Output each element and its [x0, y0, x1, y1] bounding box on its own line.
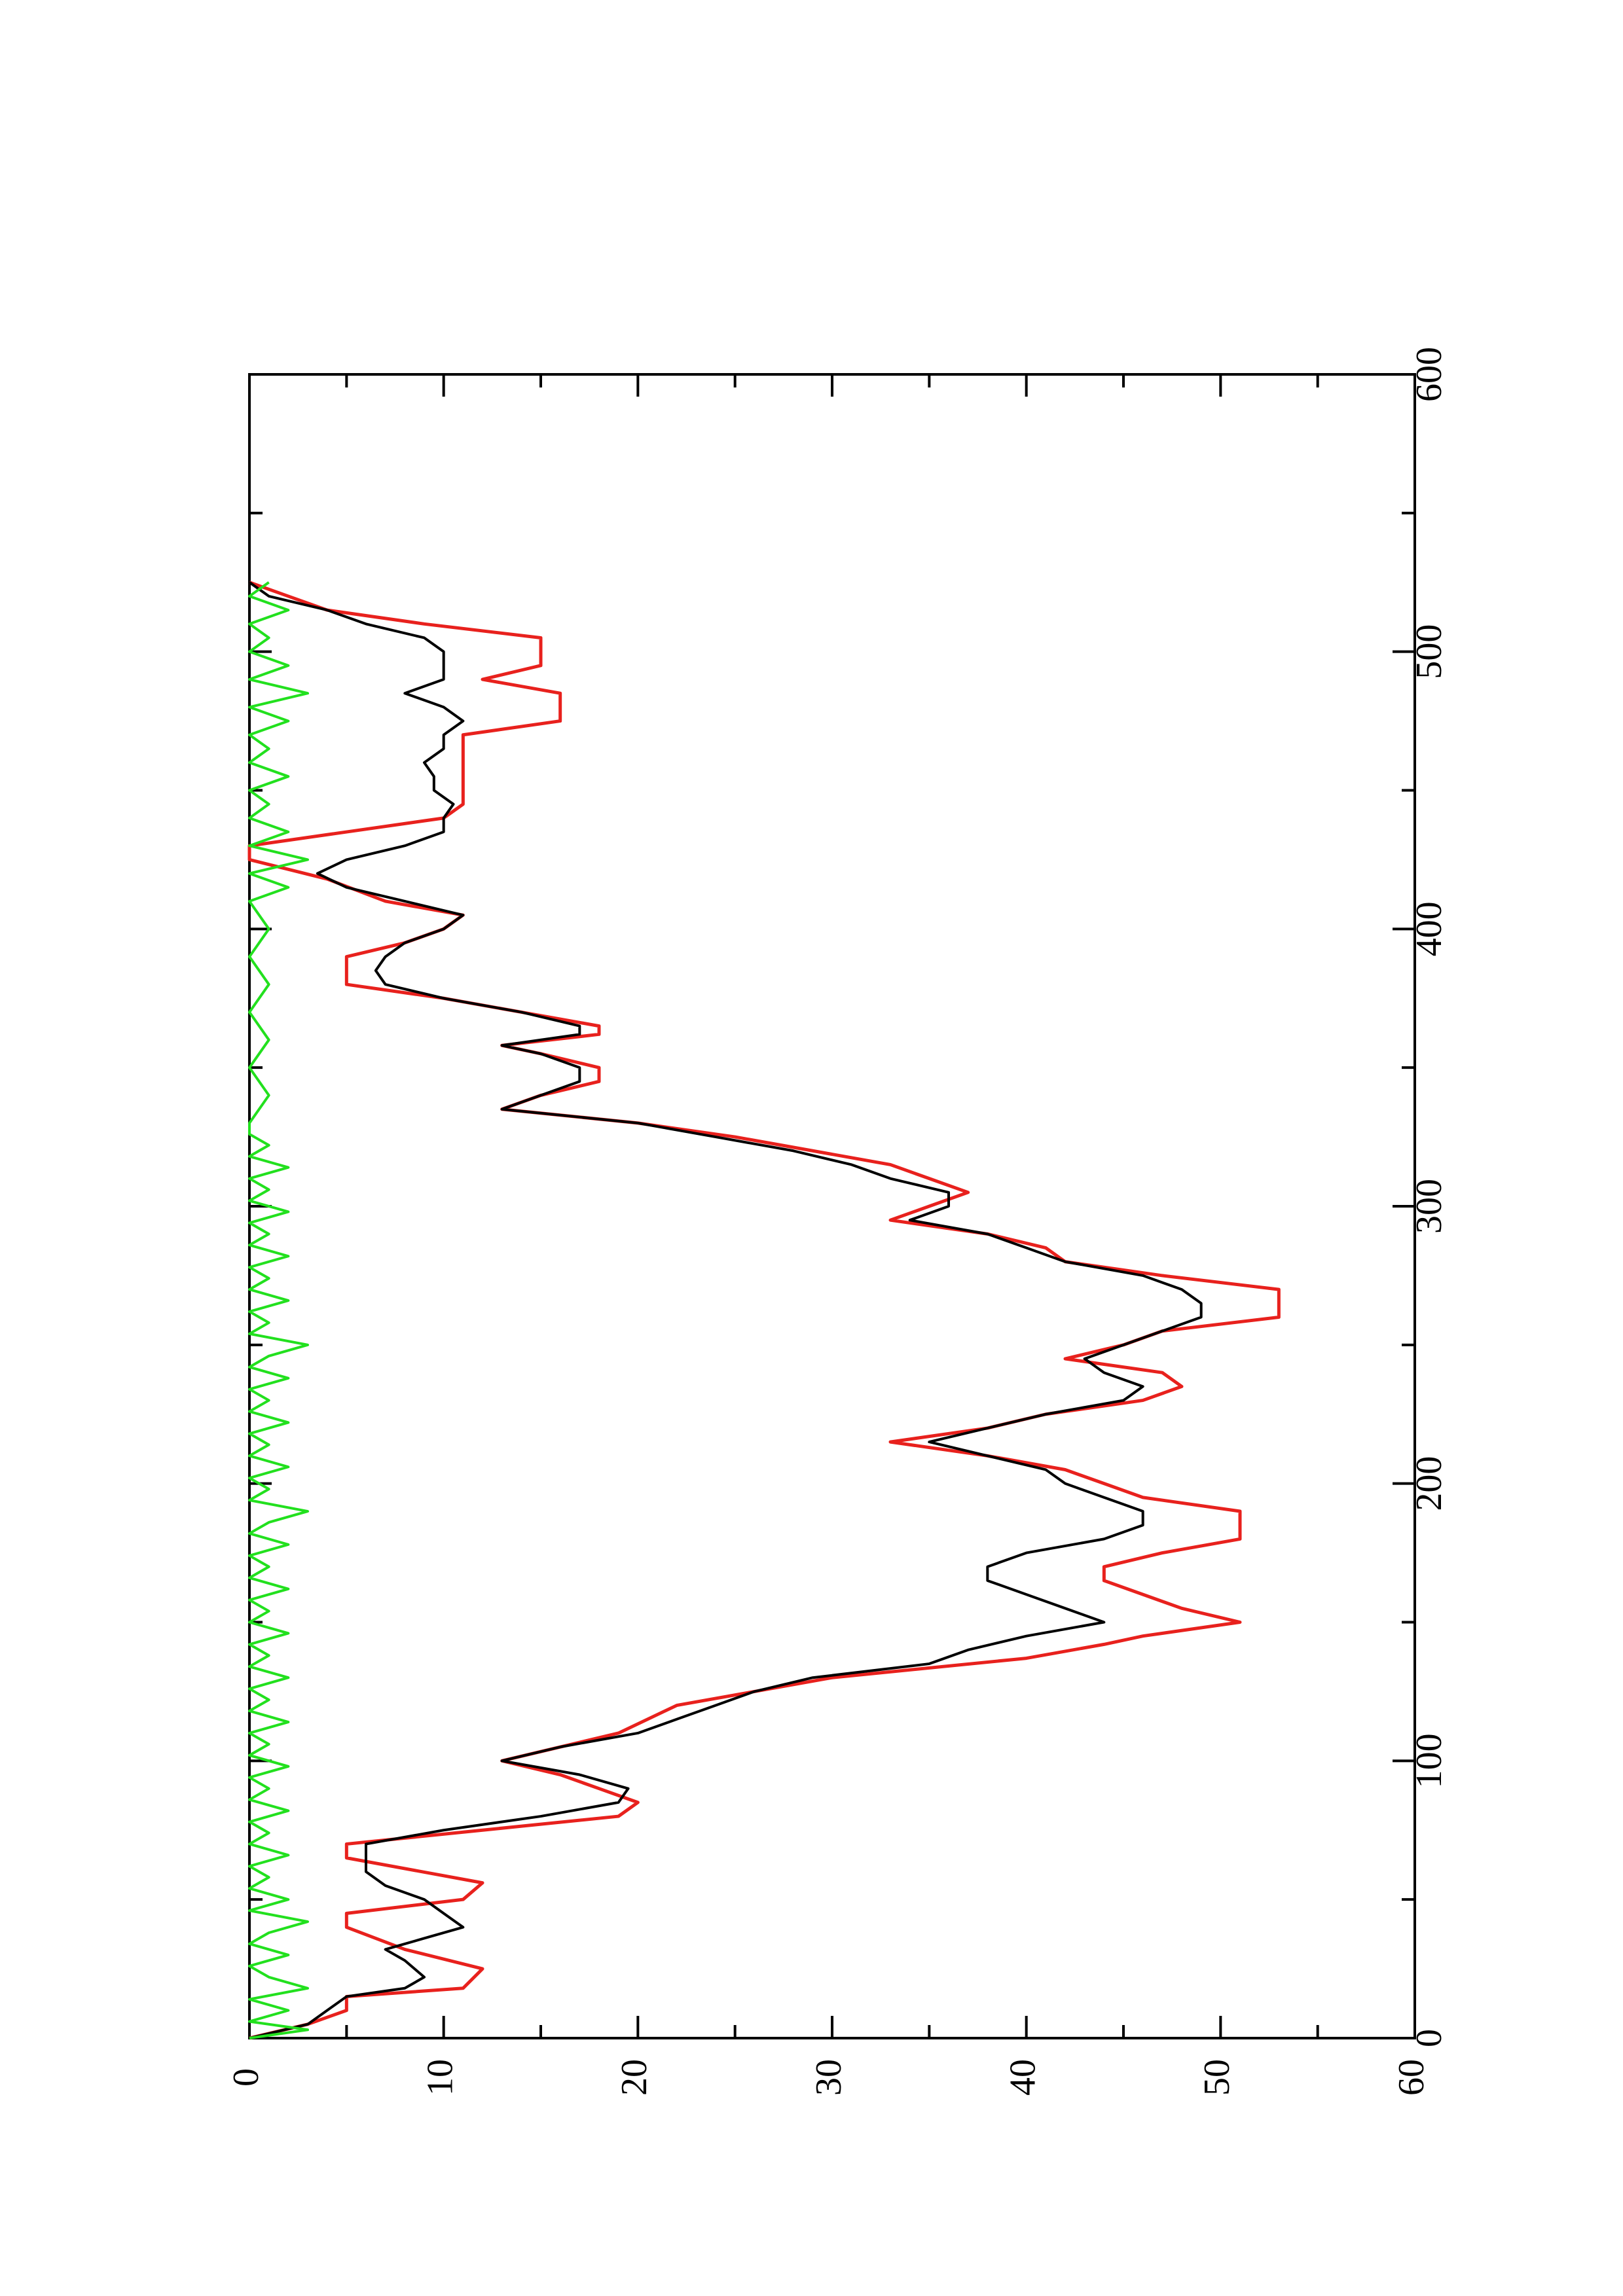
x-tick-label: 500 [1409, 624, 1450, 679]
x-tick-label: 100 [1409, 1733, 1450, 1788]
x-tick-label: 200 [1409, 1456, 1450, 1511]
y-tick-label: 10 [420, 2059, 461, 2096]
y-tick-label: 50 [1197, 2059, 1237, 2096]
series-line-1 [247, 581, 1281, 2040]
x-tick-label: 300 [1409, 1179, 1450, 1234]
y-tick-label: 30 [809, 2059, 849, 2096]
series-line-3 [248, 581, 309, 2039]
y-tick-label: 20 [614, 2059, 655, 2096]
series-group [247, 581, 1281, 2040]
series-line-2 [248, 581, 1203, 2039]
y-tick-label: 60 [1391, 2059, 1432, 2096]
y-tick-label: 40 [1003, 2059, 1044, 2096]
y-tick-label: 0 [226, 2068, 266, 2087]
x-tick-label: 400 [1409, 901, 1450, 956]
y-axis-ticks: 0 10 20 30 40 50 60 [226, 374, 1432, 2096]
